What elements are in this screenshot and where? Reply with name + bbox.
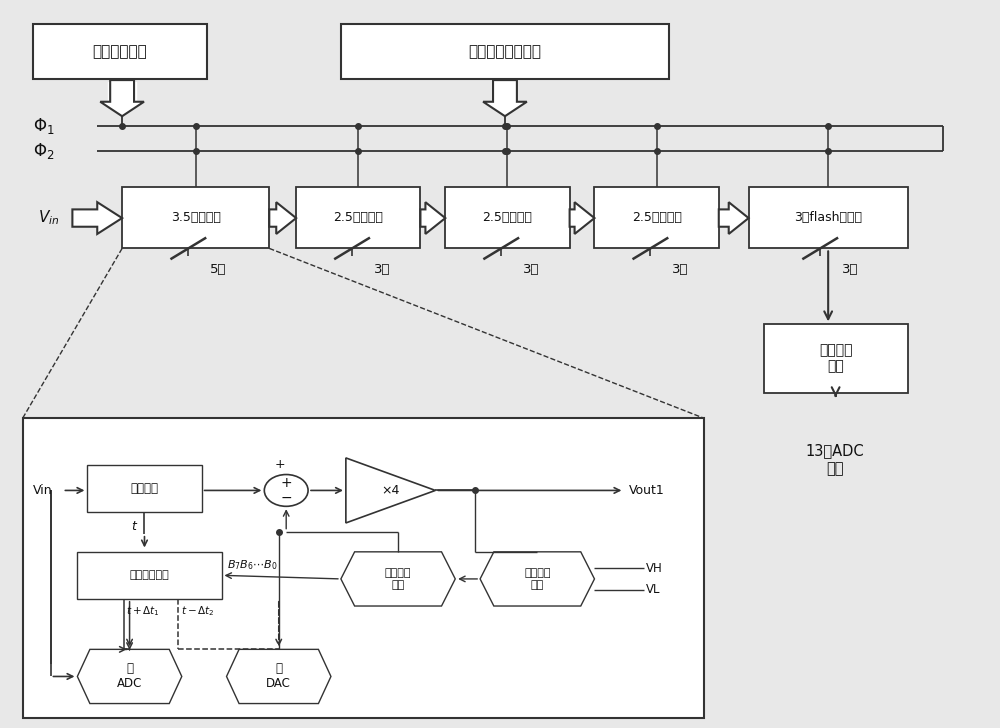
Text: t: t	[132, 520, 137, 533]
Text: 2.5位第三级: 2.5位第三级	[483, 211, 532, 224]
Text: $B_7B_6\cdots B_0$: $B_7B_6\cdots B_0$	[227, 558, 277, 571]
Text: 3位: 3位	[523, 263, 540, 276]
Text: 3位: 3位	[672, 263, 689, 276]
Bar	[445, 187, 570, 248]
Text: VH: VH	[646, 561, 663, 574]
Text: VL: VL	[646, 583, 661, 596]
Text: Vin: Vin	[33, 484, 52, 497]
Polygon shape	[570, 202, 594, 234]
Text: $t+\Delta t_1$: $t+\Delta t_1$	[126, 604, 160, 618]
Text: 2.5位第四级: 2.5位第四级	[632, 211, 682, 224]
Bar	[594, 187, 719, 248]
Text: 3位: 3位	[374, 263, 390, 276]
Bar	[764, 324, 908, 393]
Bar	[87, 465, 202, 512]
Bar	[33, 25, 207, 79]
Text: +: +	[280, 476, 292, 490]
Text: 2.5位第二级: 2.5位第二级	[333, 211, 383, 224]
Text: $t-\Delta t_2$: $t-\Delta t_2$	[181, 604, 215, 618]
Text: $V_{in}$: $V_{in}$	[38, 209, 59, 227]
Polygon shape	[108, 82, 136, 106]
Text: 13位ADC
输出: 13位ADC 输出	[806, 443, 864, 476]
Polygon shape	[269, 202, 296, 234]
Text: 3位: 3位	[842, 263, 859, 276]
Text: 数字控制
单元: 数字控制 单元	[385, 568, 411, 590]
Text: Vout1: Vout1	[629, 484, 665, 497]
Text: $\Phi_1$: $\Phi_1$	[33, 116, 54, 135]
Text: 3.5位第一级: 3.5位第一级	[171, 211, 221, 224]
Text: 可变延时单元: 可变延时单元	[130, 570, 169, 580]
Bar	[341, 25, 669, 79]
Text: 3位flash第五级: 3位flash第五级	[794, 211, 862, 224]
Text: 兑余校正
电路: 兑余校正 电路	[819, 344, 852, 373]
Bar	[77, 552, 222, 599]
Text: 时钟产生电路: 时钟产生电路	[92, 44, 147, 59]
Bar	[749, 187, 908, 248]
Text: +: +	[274, 459, 285, 471]
Polygon shape	[72, 202, 122, 234]
Text: 参考电压产生电路: 参考电压产生电路	[468, 44, 541, 59]
Text: $\Phi_2$: $\Phi_2$	[33, 141, 54, 161]
Text: 溢出检测
单元: 溢出检测 单元	[524, 568, 551, 590]
Text: 采样保持: 采样保持	[130, 482, 158, 495]
Text: 子
ADC: 子 ADC	[117, 662, 142, 690]
Polygon shape	[100, 80, 144, 116]
Polygon shape	[420, 202, 445, 234]
Polygon shape	[483, 80, 527, 116]
Bar	[296, 187, 420, 248]
Text: 5位: 5位	[210, 263, 227, 276]
Text: 子
DAC: 子 DAC	[266, 662, 291, 690]
Text: −: −	[280, 491, 292, 505]
Bar	[122, 187, 269, 248]
Polygon shape	[719, 202, 749, 234]
Bar	[23, 418, 704, 718]
Text: ×4: ×4	[381, 484, 400, 497]
